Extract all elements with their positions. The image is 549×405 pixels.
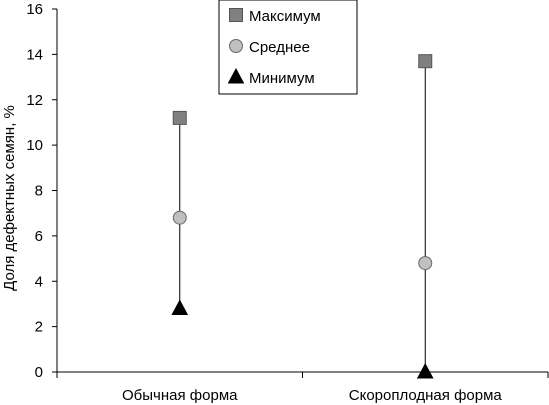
y-tick-label: 12 [26,92,43,109]
y-axis-ticks: 0 2 4 6 8 10 12 14 16 [26,1,57,381]
legend-label: Максимум [249,8,321,25]
x-tick-label: Обычная форма [122,387,238,404]
legend-marker-square [229,8,243,22]
x-tick-label: Скороплодная форма [349,387,503,404]
data-point-square [172,110,187,125]
legend-marker-triangle [227,67,245,84]
legend: Максимум Среднее Минимум [218,0,358,95]
y-axis-title: Доля дефектных семян, % [1,105,18,291]
data-point-circle [418,256,433,271]
y-tick-label: 4 [35,273,43,290]
x-axis-ticks: Обычная форма Скороплодная форма [56,372,549,404]
data-point-triangle [171,299,189,315]
y-tick-label: 2 [35,319,43,336]
data-point-triangle [416,362,434,379]
legend-label: Среднее [249,39,310,56]
y-tick-label: 0 [35,364,43,381]
y-tick-label: 10 [26,137,43,154]
range-lines [179,61,426,372]
y-tick-label: 14 [26,46,43,63]
data-marks [171,54,434,379]
y-tick-label: 16 [26,1,43,18]
data-point-square [418,54,433,69]
legend-label: Минимум [249,70,315,87]
y-tick-label: 6 [35,228,43,245]
y-tick-label: 8 [35,183,43,200]
legend-marker-circle [229,39,243,53]
data-point-circle [172,210,187,225]
